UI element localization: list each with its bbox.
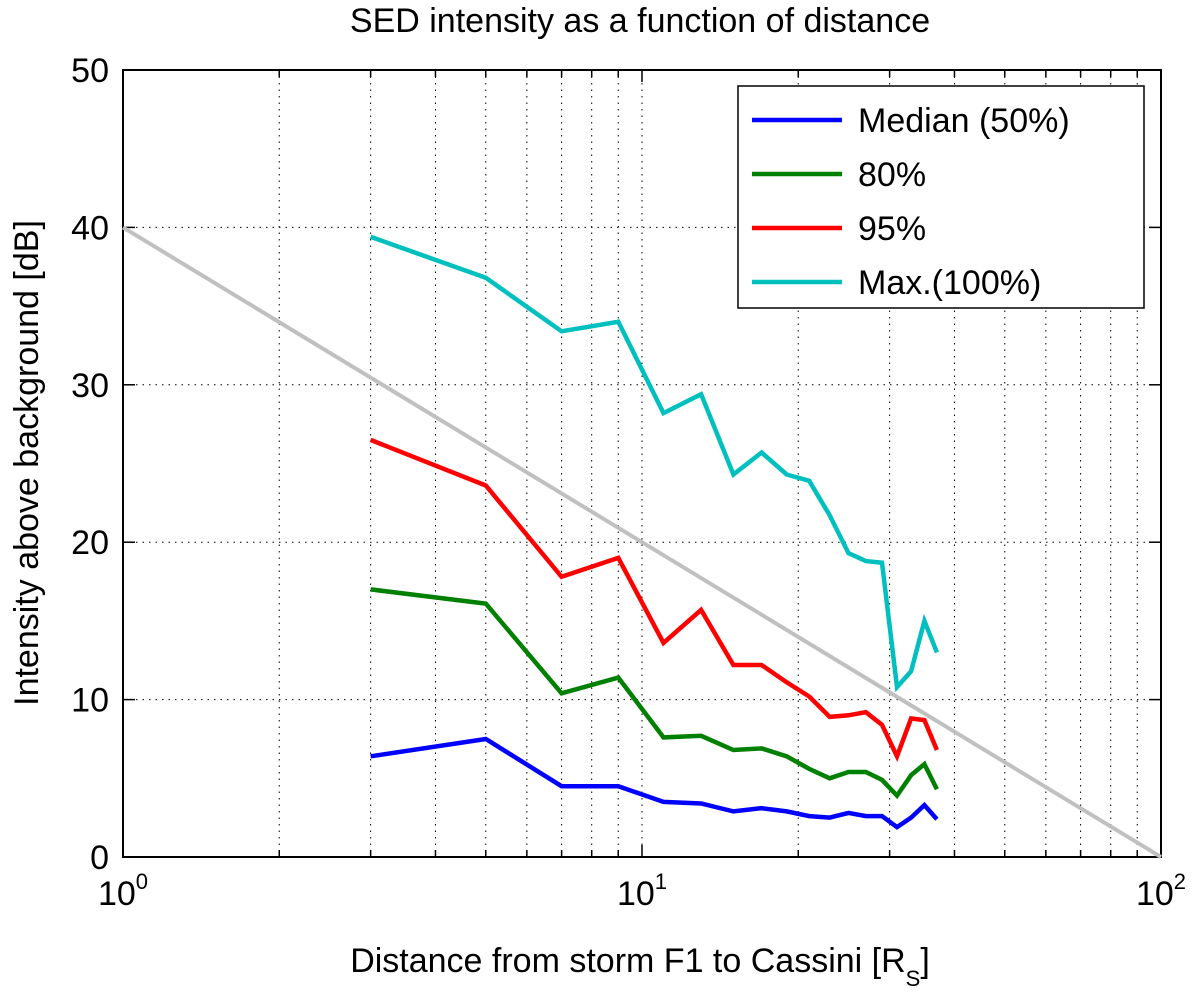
- x-tick-label-exponent: 2: [1174, 869, 1186, 894]
- y-axis-label: Intensity above background [dB]: [8, 220, 46, 706]
- chart-title: SED intensity as a function of distance: [350, 2, 930, 40]
- legend-label: Median (50%): [858, 102, 1070, 140]
- y-tick-label: 30: [71, 367, 109, 405]
- series-line-4: [369, 234, 939, 693]
- y-tick-label: 50: [71, 52, 109, 90]
- x-tick-label: 102: [1136, 869, 1186, 913]
- series-line-3: [369, 437, 939, 763]
- x-tick-label-base: 10: [98, 875, 136, 913]
- y-tick-label: 10: [71, 682, 109, 720]
- series-line-1: [370, 736, 939, 830]
- x-axis-label-subscript: S: [906, 966, 921, 991]
- legend-label: Max.(100%): [858, 264, 1041, 302]
- x-tick-label: 100: [98, 869, 148, 913]
- y-tick-label: 20: [71, 524, 109, 562]
- legend-label: 80%: [858, 156, 926, 194]
- x-tick-label-exponent: 0: [136, 869, 148, 894]
- series-line-2: [370, 587, 939, 800]
- reference-line: [121, 225, 1163, 859]
- x-tick-label: 101: [617, 869, 667, 913]
- y-tick-label: 40: [71, 209, 109, 247]
- series-group: [369, 234, 939, 830]
- legend-label: 95%: [858, 210, 926, 248]
- y-tick-labels: 0 10 20 30 40 50: [71, 52, 109, 877]
- legend: Median (50%) 80% 95% Max.(100%): [737, 85, 1145, 309]
- reference-line-group: [121, 225, 1163, 859]
- x-tick-label-base: 10: [1136, 875, 1174, 913]
- x-tick-label-base: 10: [617, 875, 655, 913]
- legend-box: [737, 85, 1145, 309]
- x-axis-label: Distance from storm F1 to Cassini [RS]: [350, 942, 930, 991]
- y-tick-label: 0: [90, 839, 109, 877]
- x-axis-label-suffix: ]: [920, 942, 929, 980]
- legend-items: Median (50%) 80% 95% Max.(100%): [752, 102, 1070, 302]
- x-tick-labels: 100 101 102: [98, 869, 1186, 913]
- x-tick-label-exponent: 1: [655, 869, 667, 894]
- x-axis-label-main: Distance from storm F1 to Cassini [R: [350, 942, 905, 980]
